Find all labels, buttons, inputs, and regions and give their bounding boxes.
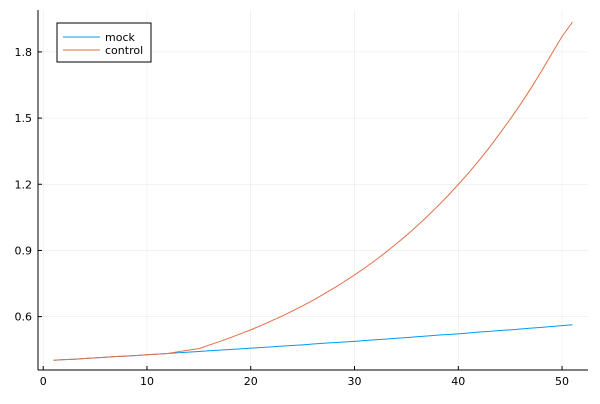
- x-tick-label: 20: [244, 375, 258, 388]
- x-tick-label: 0: [40, 375, 47, 388]
- legend-label-control: control: [105, 44, 143, 57]
- y-tick-label: 0.9: [15, 244, 33, 257]
- y-tick-label: 1.5: [15, 112, 33, 125]
- legend-label-mock: mock: [105, 31, 135, 44]
- x-tick-label: 40: [451, 375, 465, 388]
- grid: [38, 10, 588, 370]
- y-tick-label: 0.6: [15, 311, 33, 324]
- x-tick-label: 30: [348, 375, 362, 388]
- x-tick-label: 10: [140, 375, 154, 388]
- x-tick-label: 50: [555, 375, 569, 388]
- series-lines: [53, 21, 573, 361]
- axes: 0 10 20 30 40 50 0.6 0.9 1.2 1.5 1.8: [15, 10, 588, 388]
- legend-box: [56, 22, 152, 63]
- series-line-control: [53, 21, 573, 361]
- y-tick-label: 1.8: [15, 46, 33, 59]
- series-line-mock: [53, 324, 573, 361]
- y-tick-label: 1.2: [15, 178, 33, 191]
